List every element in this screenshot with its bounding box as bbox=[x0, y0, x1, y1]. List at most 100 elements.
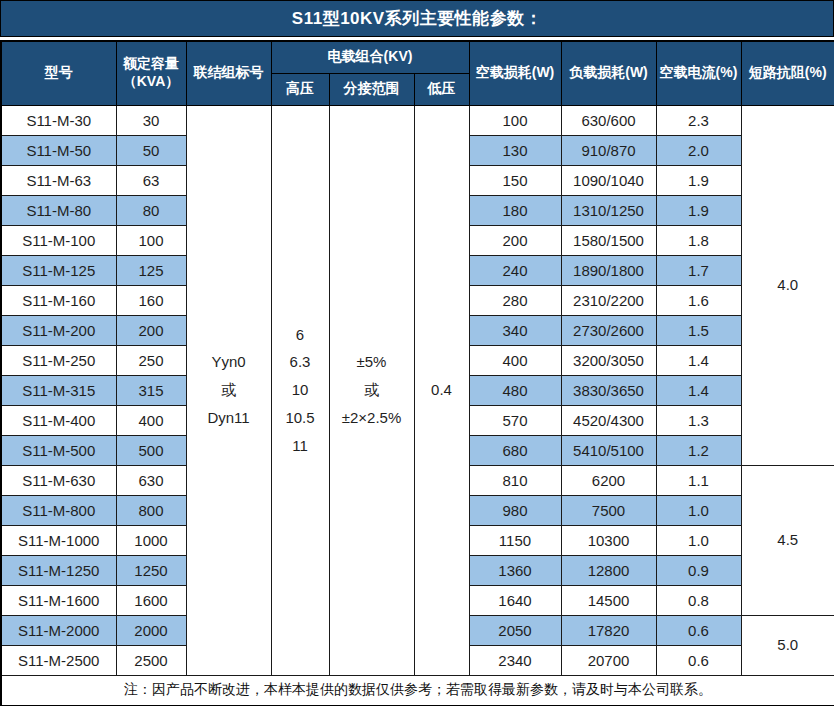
cell-capacity: 80 bbox=[116, 195, 186, 225]
cell-no-load-loss: 570 bbox=[469, 405, 561, 435]
cell-capacity: 400 bbox=[116, 405, 186, 435]
cell-no-load-current: 1.3 bbox=[656, 405, 741, 435]
cell-no-load-current: 1.0 bbox=[656, 525, 741, 555]
cell-hv: 6 6.3 10 10.5 11 bbox=[271, 105, 329, 675]
cell-load-loss: 17820 bbox=[561, 615, 656, 645]
cell-model: S11-M-630 bbox=[1, 465, 116, 495]
cell-no-load-loss: 2050 bbox=[469, 615, 561, 645]
cell-no-load-current: 1.7 bbox=[656, 255, 741, 285]
cell-model: S11-M-2000 bbox=[1, 615, 116, 645]
col-header-vector-group: 联结组标号 bbox=[186, 41, 271, 105]
cell-capacity: 2000 bbox=[116, 615, 186, 645]
cell-no-load-loss: 480 bbox=[469, 375, 561, 405]
col-header-tap-range: 分接范围 bbox=[329, 73, 414, 105]
cell-no-load-loss: 280 bbox=[469, 285, 561, 315]
col-header-model: 型号 bbox=[1, 41, 116, 105]
cell-no-load-loss: 1360 bbox=[469, 555, 561, 585]
cell-no-load-loss: 980 bbox=[469, 495, 561, 525]
cell-no-load-loss: 1640 bbox=[469, 585, 561, 615]
page-title: S11型10KV系列主要性能参数： bbox=[0, 0, 834, 37]
cell-no-load-current: 1.2 bbox=[656, 435, 741, 465]
cell-load-loss: 10300 bbox=[561, 525, 656, 555]
cell-no-load-current: 2.0 bbox=[656, 135, 741, 165]
cell-model: S11-M-100 bbox=[1, 225, 116, 255]
cell-load-loss: 12800 bbox=[561, 555, 656, 585]
cell-load-loss: 5410/5100 bbox=[561, 435, 656, 465]
col-header-voltage-group: 电载组合(KV) bbox=[271, 41, 469, 73]
cell-no-load-current: 0.6 bbox=[656, 645, 741, 675]
cell-load-loss: 1890/1800 bbox=[561, 255, 656, 285]
cell-no-load-current: 2.3 bbox=[656, 105, 741, 135]
cell-no-load-current: 1.0 bbox=[656, 495, 741, 525]
cell-capacity: 100 bbox=[116, 225, 186, 255]
cell-capacity: 800 bbox=[116, 495, 186, 525]
cell-model: S11-M-250 bbox=[1, 345, 116, 375]
cell-capacity: 315 bbox=[116, 375, 186, 405]
cell-capacity: 1000 bbox=[116, 525, 186, 555]
cell-capacity: 30 bbox=[116, 105, 186, 135]
cell-no-load-current: 1.1 bbox=[656, 465, 741, 495]
cell-no-load-current: 0.8 bbox=[656, 585, 741, 615]
cell-load-loss: 6200 bbox=[561, 465, 656, 495]
cell-capacity: 1600 bbox=[116, 585, 186, 615]
cell-model: S11-M-2500 bbox=[1, 645, 116, 675]
cell-no-load-loss: 400 bbox=[469, 345, 561, 375]
cell-capacity: 500 bbox=[116, 435, 186, 465]
cell-load-loss: 7500 bbox=[561, 495, 656, 525]
cell-no-load-loss: 2340 bbox=[469, 645, 561, 675]
cell-load-loss: 20700 bbox=[561, 645, 656, 675]
cell-model: S11-M-50 bbox=[1, 135, 116, 165]
col-header-load-loss: 负载损耗(W) bbox=[561, 41, 656, 105]
cell-no-load-loss: 810 bbox=[469, 465, 561, 495]
cell-load-loss: 2730/2600 bbox=[561, 315, 656, 345]
cell-model: S11-M-125 bbox=[1, 255, 116, 285]
cell-load-loss: 1090/1040 bbox=[561, 165, 656, 195]
cell-no-load-current: 1.8 bbox=[656, 225, 741, 255]
cell-load-loss: 2310/2200 bbox=[561, 285, 656, 315]
cell-capacity: 125 bbox=[116, 255, 186, 285]
cell-model: S11-M-63 bbox=[1, 165, 116, 195]
cell-no-load-loss: 150 bbox=[469, 165, 561, 195]
cell-no-load-current: 1.6 bbox=[656, 285, 741, 315]
cell-impedance: 4.0 bbox=[741, 105, 834, 465]
cell-load-loss: 1310/1250 bbox=[561, 195, 656, 225]
cell-capacity: 250 bbox=[116, 345, 186, 375]
cell-model: S11-M-200 bbox=[1, 315, 116, 345]
cell-model: S11-M-1250 bbox=[1, 555, 116, 585]
col-header-no-load-loss: 空载损耗(W) bbox=[469, 41, 561, 105]
cell-no-load-current: 1.4 bbox=[656, 375, 741, 405]
cell-no-load-loss: 680 bbox=[469, 435, 561, 465]
cell-impedance: 5.0 bbox=[741, 615, 834, 675]
spec-table: 型号 额定容量 （KVA） 联结组标号 电载组合(KV) 空载损耗(W) 负载损… bbox=[0, 40, 834, 706]
spec-table-body: S11-M-3030Yyn0 或 Dyn116 6.3 10 10.5 11±5… bbox=[1, 105, 834, 675]
cell-no-load-current: 1.9 bbox=[656, 165, 741, 195]
col-header-capacity: 额定容量 （KVA） bbox=[116, 41, 186, 105]
table-row: S11-M-3030Yyn0 或 Dyn116 6.3 10 10.5 11±5… bbox=[1, 105, 834, 135]
cell-model: S11-M-400 bbox=[1, 405, 116, 435]
cell-model: S11-M-30 bbox=[1, 105, 116, 135]
cell-capacity: 160 bbox=[116, 285, 186, 315]
cell-load-loss: 14500 bbox=[561, 585, 656, 615]
cell-model: S11-M-315 bbox=[1, 375, 116, 405]
cell-vector-group: Yyn0 或 Dyn11 bbox=[186, 105, 271, 675]
cell-load-loss: 910/870 bbox=[561, 135, 656, 165]
cell-no-load-current: 1.5 bbox=[656, 315, 741, 345]
cell-no-load-current: 1.9 bbox=[656, 195, 741, 225]
col-header-lv: 低压 bbox=[414, 73, 469, 105]
col-header-no-load-current: 空载电流(%) bbox=[656, 41, 741, 105]
cell-capacity: 630 bbox=[116, 465, 186, 495]
cell-capacity: 200 bbox=[116, 315, 186, 345]
cell-no-load-current: 0.9 bbox=[656, 555, 741, 585]
cell-load-loss: 630/600 bbox=[561, 105, 656, 135]
cell-model: S11-M-80 bbox=[1, 195, 116, 225]
col-header-hv: 高压 bbox=[271, 73, 329, 105]
cell-no-load-loss: 1150 bbox=[469, 525, 561, 555]
cell-capacity: 2500 bbox=[116, 645, 186, 675]
cell-no-load-loss: 200 bbox=[469, 225, 561, 255]
transformer-spec-page: S11型10KV系列主要性能参数： 型号 额定容量 （KVA） 联结组标号 电载… bbox=[0, 0, 834, 706]
cell-tap-range: ±5% 或 ±2×2.5% bbox=[329, 105, 414, 675]
cell-no-load-loss: 180 bbox=[469, 195, 561, 225]
footnote: 注：因产品不断改进，本样本提供的数据仅供参考；若需取得最新参数，请及时与本公司联… bbox=[1, 675, 834, 706]
cell-impedance: 4.5 bbox=[741, 465, 834, 615]
cell-no-load-loss: 130 bbox=[469, 135, 561, 165]
